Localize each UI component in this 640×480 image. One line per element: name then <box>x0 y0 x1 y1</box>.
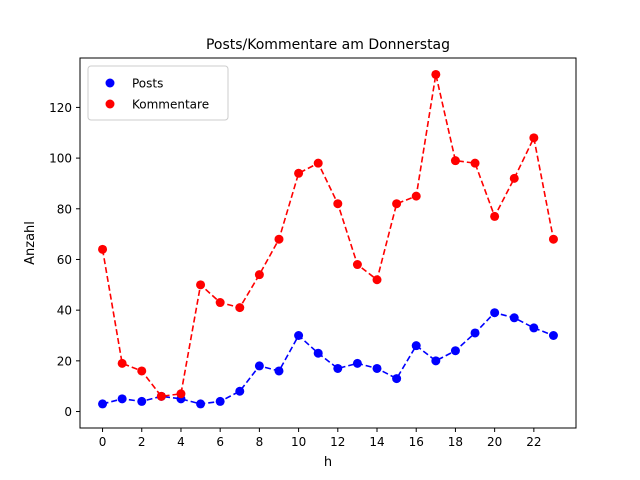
data-point-1-1 <box>117 358 127 368</box>
data-point-0-18 <box>450 346 460 356</box>
data-point-0-5 <box>196 399 206 409</box>
data-point-1-11 <box>313 158 323 168</box>
y-tick-label-5: 100 <box>49 152 72 166</box>
legend: Posts Kommentare <box>87 65 229 121</box>
series-layer <box>98 69 558 409</box>
data-point-1-19 <box>470 158 480 168</box>
data-point-0-2 <box>137 396 147 406</box>
y-tick-label-1: 20 <box>57 354 72 368</box>
data-point-1-8 <box>254 270 264 280</box>
legend-marker-1 <box>105 99 115 109</box>
data-point-1-9 <box>274 234 284 244</box>
data-point-0-21 <box>509 313 519 323</box>
data-point-0-13 <box>352 358 362 368</box>
y-tick-label-4: 80 <box>57 202 72 216</box>
data-point-0-6 <box>215 396 225 406</box>
data-point-1-7 <box>235 303 245 313</box>
data-point-1-6 <box>215 298 225 308</box>
data-point-0-14 <box>372 363 382 373</box>
data-point-1-22 <box>529 133 539 143</box>
x-tick-label-8: 16 <box>409 435 424 449</box>
data-point-0-1 <box>117 394 127 404</box>
x-tick-label-4: 8 <box>256 435 264 449</box>
x-tick-label-11: 22 <box>526 435 541 449</box>
data-point-1-21 <box>509 173 519 183</box>
y-tick-label-2: 40 <box>57 304 72 318</box>
x-tick-label-2: 4 <box>177 435 185 449</box>
data-point-0-8 <box>254 361 264 371</box>
data-point-0-7 <box>235 386 245 396</box>
x-tick-label-3: 6 <box>216 435 224 449</box>
data-point-1-13 <box>352 260 362 270</box>
x-tick-label-10: 20 <box>487 435 502 449</box>
x-tick-label-1: 2 <box>138 435 146 449</box>
y-tick-label-0: 0 <box>64 405 72 419</box>
data-point-0-9 <box>274 366 284 376</box>
x-axis: 0 2 4 6 8 10 12 14 16 18 20 22 <box>99 428 541 449</box>
data-point-0-12 <box>333 363 343 373</box>
data-point-1-10 <box>294 168 304 178</box>
data-point-1-0 <box>98 244 108 254</box>
x-tick-label-7: 14 <box>369 435 384 449</box>
y-axis: 0 20 40 60 80 100 120 <box>49 101 80 419</box>
y-tick-label-6: 120 <box>49 101 72 115</box>
data-point-0-23 <box>548 331 558 340</box>
data-point-0-19 <box>470 328 480 338</box>
data-point-1-14 <box>372 275 382 285</box>
data-point-1-23 <box>548 234 558 244</box>
data-point-0-22 <box>529 323 539 333</box>
data-point-1-16 <box>411 191 421 201</box>
data-point-0-0 <box>98 399 108 409</box>
data-point-1-12 <box>333 199 343 209</box>
x-tick-label-6: 12 <box>330 435 345 449</box>
data-point-0-17 <box>431 356 441 366</box>
data-point-0-16 <box>411 341 421 351</box>
x-tick-label-0: 0 <box>99 435 107 449</box>
legend-box <box>87 65 229 121</box>
data-point-0-10 <box>294 331 304 340</box>
data-point-1-3 <box>156 391 166 401</box>
legend-marker-0 <box>105 78 115 88</box>
legend-label-0: Posts <box>132 77 163 91</box>
data-point-1-18 <box>450 156 460 166</box>
data-point-1-4 <box>176 389 186 399</box>
data-point-0-11 <box>313 348 323 358</box>
legend-label-1: Kommentare <box>132 98 209 112</box>
data-point-0-15 <box>392 374 402 384</box>
x-tick-label-5: 10 <box>291 435 306 449</box>
x-tick-label-9: 18 <box>448 435 463 449</box>
chart-title: Posts/Kommentare am Donnerstag <box>206 37 450 53</box>
data-point-1-20 <box>490 211 500 221</box>
x-axis-label: h <box>324 455 332 470</box>
data-point-1-15 <box>392 199 402 209</box>
plot-frame <box>79 57 577 429</box>
y-axis-label: Anzahl <box>23 221 38 265</box>
data-point-1-5 <box>196 280 206 290</box>
data-point-1-2 <box>137 366 147 376</box>
data-point-1-17 <box>431 69 441 79</box>
data-point-0-20 <box>490 308 500 318</box>
y-tick-label-3: 60 <box>57 253 72 267</box>
